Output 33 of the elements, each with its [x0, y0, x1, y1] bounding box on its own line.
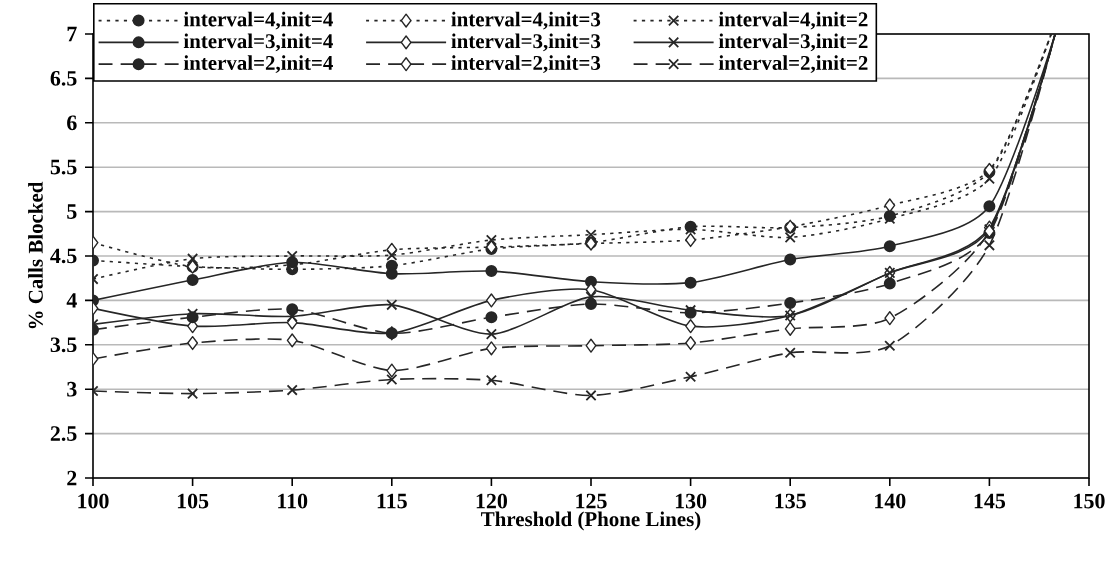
legend-label: interval=2,init=4	[183, 55, 333, 74]
y-tick-label: 5	[67, 204, 77, 219]
x-tick-label: 150	[1074, 493, 1105, 509]
y-tick-label: 2	[67, 470, 77, 486]
y-axis-title: % Calls Blocked	[28, 181, 43, 329]
legend-label: interval=2,init=2	[718, 55, 868, 74]
legend-label: interval=3,init=4	[183, 33, 333, 52]
x-tick-label: 100	[78, 493, 109, 509]
y-tick-label: 2.5	[50, 426, 77, 442]
x-tick-label: 135	[775, 493, 806, 509]
x-tick-label: 110	[278, 493, 308, 509]
y-tick-label: 3	[67, 381, 77, 397]
x-tick-label: 105	[177, 493, 209, 509]
x-tick-label: 145	[974, 493, 1006, 509]
legend-label: interval=3,init=2	[718, 33, 868, 52]
legend-label: interval=4,init=4	[183, 11, 333, 30]
legend-label: interval=4,init=3	[451, 11, 601, 30]
y-tick-label: 6	[67, 115, 77, 131]
legend-label: interval=2,init=3	[451, 55, 601, 74]
x-tick-label: 115	[377, 493, 407, 509]
x-tick-label: 130	[675, 493, 707, 509]
x-tick-label: 125	[576, 493, 607, 509]
y-tick-label: 5.5	[50, 159, 77, 175]
x-tick-label: 120	[476, 493, 507, 509]
y-tick-label: 6.5	[50, 71, 77, 86]
y-tick-label: 4.5	[50, 248, 77, 264]
legend-label: interval=3,init=3	[451, 33, 601, 52]
y-tick-label: 4	[66, 293, 77, 308]
y-tick-label: 3.5	[50, 337, 77, 353]
legend-label: interval=4,init=2	[718, 11, 868, 30]
x-axis-title: Threshold (Phone Lines)	[481, 511, 701, 531]
x-tick-label: 140	[875, 493, 906, 509]
y-tick-label: 7	[67, 26, 77, 42]
